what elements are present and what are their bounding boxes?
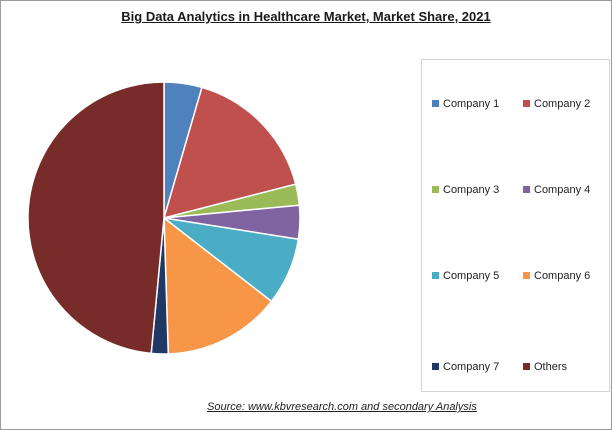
legend-swatch bbox=[432, 186, 439, 193]
legend-swatch bbox=[523, 100, 530, 107]
legend-label: Company 4 bbox=[534, 184, 591, 196]
pie-slice-company-2 bbox=[162, 86, 297, 220]
legend-swatch bbox=[432, 363, 439, 370]
legend-item-company-1: Company 1 bbox=[432, 98, 499, 110]
legend-swatch bbox=[523, 272, 530, 279]
chart-legend: Company 1 Company 2 Company 3 Company 4 Comp… bbox=[421, 59, 610, 392]
legend-item-company-6: Company 6 bbox=[523, 270, 590, 282]
source-note: Source: www.kbvresearch.com and secondar… bbox=[207, 401, 477, 413]
legend-label: Company 3 bbox=[443, 184, 500, 196]
legend-swatch bbox=[523, 186, 530, 193]
legend-swatch bbox=[432, 100, 439, 107]
legend-label: Company 7 bbox=[443, 361, 500, 373]
legend-swatch bbox=[523, 363, 530, 370]
legend-item-company-3: Company 3 bbox=[432, 184, 499, 196]
legend-label: Company 5 bbox=[443, 270, 500, 282]
legend-item-company-7: Company 7 bbox=[432, 361, 499, 373]
legend-label: Others bbox=[534, 361, 568, 373]
pie-slice-others bbox=[27, 81, 165, 355]
legend-swatch bbox=[432, 272, 439, 279]
legend-item-company-5: Company 5 bbox=[432, 270, 499, 282]
chart-title: Big Data Analytics in Healthcare Market,… bbox=[121, 9, 491, 24]
legend-label: Company 6 bbox=[534, 270, 591, 282]
legend-item-others: Others bbox=[523, 361, 567, 373]
legend-item-company-2: Company 2 bbox=[523, 98, 590, 110]
pie-slice-company-6 bbox=[163, 216, 273, 355]
legend-item-company-4: Company 4 bbox=[523, 184, 590, 196]
legend-label: Company 1 bbox=[443, 98, 500, 110]
legend-label: Company 2 bbox=[534, 98, 591, 110]
